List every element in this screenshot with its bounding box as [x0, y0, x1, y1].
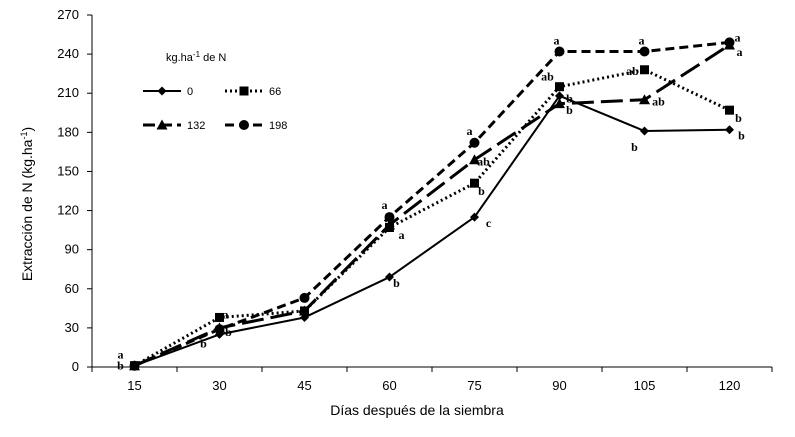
significance-letter-66: ab — [626, 64, 639, 78]
y-tick-label: 150 — [57, 163, 79, 178]
legend-marker-132 — [156, 119, 168, 130]
significance-letter-198: a — [735, 30, 741, 44]
significance-letter-0: b — [566, 103, 573, 117]
significance-letter-0: b — [631, 140, 638, 154]
legend-label-132: 132 — [187, 120, 205, 132]
series-line-66 — [133, 68, 731, 368]
y-tick-label: 270 — [57, 7, 79, 22]
y-tick-label: 0 — [72, 359, 79, 374]
data-point-66 — [640, 65, 649, 75]
data-point-0 — [470, 212, 479, 222]
significance-letter-132: a — [399, 228, 405, 242]
legend-title-end: de N — [200, 52, 226, 64]
data-point-198 — [554, 46, 565, 57]
data-point-0 — [640, 126, 649, 136]
y-tick-label: 210 — [57, 85, 79, 100]
x-tick-label: 120 — [719, 378, 741, 393]
y-tick-label: 90 — [65, 242, 79, 257]
x-tick-label: 60 — [382, 378, 396, 393]
x-tick-label: 75 — [467, 378, 481, 393]
legend-title-superscript: -1 — [193, 50, 201, 59]
significance-letter-66: b — [735, 111, 742, 125]
significance-letter-0: b — [117, 359, 124, 373]
significance-letter-198: a — [639, 34, 645, 48]
data-point-66 — [215, 312, 224, 322]
series-line-132 — [133, 43, 731, 368]
data-point-66 — [555, 82, 564, 92]
data-point-198 — [469, 137, 480, 148]
data-point-198 — [129, 360, 140, 371]
series-markers — [129, 37, 735, 371]
data-point-198 — [214, 324, 225, 335]
y-axis-title: Extracción de N (kg.ha-1) — [19, 127, 35, 281]
significance-letter-132: b — [566, 92, 573, 106]
data-point-66 — [470, 178, 479, 188]
series-line-198 — [133, 40, 730, 368]
y-tick-label: 120 — [57, 203, 79, 218]
tick-group: 0 30 60 90 120 150 180 210 240 270 15 30 45 60 75 90 105… — [57, 7, 773, 393]
x-tick-label: 90 — [552, 378, 566, 393]
x-tick-label: 30 — [212, 378, 226, 393]
y-axis-title-end: ) — [19, 127, 35, 132]
data-point-198 — [299, 292, 310, 303]
significance-letter-132: ab — [652, 95, 665, 109]
y-axis-title-main: Extracción de N (kg.ha — [19, 139, 35, 281]
series-line-0 — [134, 94, 730, 367]
data-point-198 — [384, 212, 395, 223]
significance-letter-66: ab — [541, 70, 554, 84]
legend-marker-66 — [239, 86, 249, 96]
y-tick-label: 60 — [65, 281, 79, 296]
significance-letter-0: c — [486, 216, 492, 230]
legend-title-main: kg.ha — [166, 52, 194, 64]
significance-letter-198: a — [554, 34, 560, 48]
significance-letter-132: ab — [477, 155, 490, 169]
legend-label-0: 0 — [187, 86, 193, 98]
significance-letter-66: b — [478, 184, 485, 198]
series-lines — [133, 40, 731, 368]
significance-letter-198: a — [467, 124, 473, 138]
significance-letter-198: a — [382, 198, 388, 212]
y-axis-title-superscript: -1 — [19, 132, 29, 140]
data-point-0 — [385, 272, 394, 282]
data-point-132 — [469, 154, 480, 165]
y-tick-label: 240 — [57, 46, 79, 61]
legend-marker-198 — [239, 120, 249, 130]
y-tick-label: 180 — [57, 124, 79, 139]
data-point-132 — [299, 305, 310, 316]
legend: kg.ha-1 de N 0 66 132 198 — [143, 50, 287, 132]
data-point-132 — [384, 219, 395, 230]
legend-label-198: 198 — [269, 120, 287, 132]
legend-label-66: 66 — [269, 86, 281, 98]
significance-letter-66: a — [223, 307, 229, 321]
x-tick-label: 105 — [634, 378, 656, 393]
significance-letter-132: a — [737, 45, 743, 59]
data-point-66 — [725, 105, 734, 115]
legend-title: kg.ha-1 de N — [166, 50, 226, 64]
x-tick-label: 15 — [127, 378, 141, 393]
data-point-198 — [639, 46, 650, 57]
data-point-0 — [555, 91, 564, 101]
x-axis-title: Días después de la siembra — [330, 402, 504, 418]
data-point-132 — [554, 98, 565, 109]
significance-letter-66: a — [118, 348, 124, 362]
significance-letter-0: b — [200, 336, 207, 350]
data-point-132 — [639, 94, 650, 105]
significance-letter-132: b — [225, 325, 232, 339]
legend-marker-0 — [157, 86, 167, 96]
data-point-0 — [725, 125, 734, 135]
significance-letter-0: b — [393, 276, 400, 290]
significance-letter-0: b — [738, 129, 745, 143]
x-tick-label: 45 — [297, 378, 311, 393]
y-tick-label: 30 — [65, 320, 79, 335]
data-point-198 — [724, 37, 735, 48]
